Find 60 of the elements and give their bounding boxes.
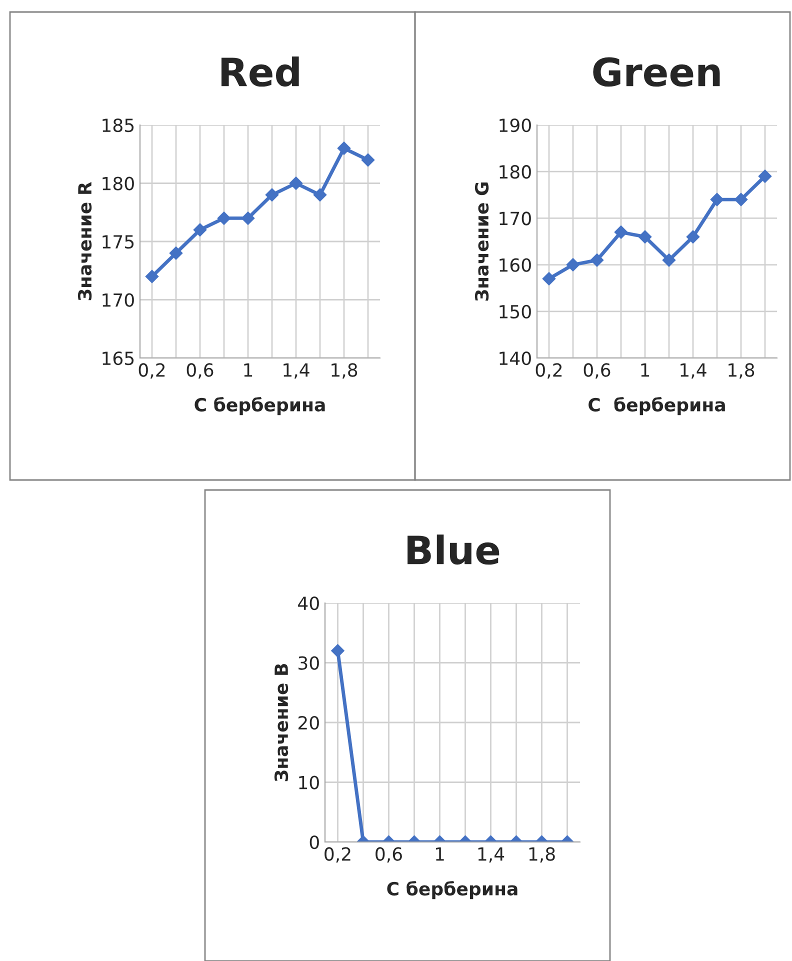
point <box>734 192 748 206</box>
y-tick-label: 170 <box>102 293 134 307</box>
point <box>361 153 375 167</box>
chart-title: Green <box>593 57 720 87</box>
chart-title: Red <box>221 56 299 87</box>
point <box>590 254 604 267</box>
y-tick-label: 190 <box>500 118 531 132</box>
y-tick-label: 170 <box>500 212 531 226</box>
y-tick-label: 150 <box>500 304 531 319</box>
y-tick-label: 20 <box>298 716 319 730</box>
point <box>169 246 183 260</box>
point <box>217 212 231 225</box>
y-tick-label: 185 <box>102 118 134 132</box>
y-tick-label: 30 <box>298 656 319 670</box>
x-tick-label: 0,2 <box>324 847 350 863</box>
point <box>710 192 724 206</box>
y-tick-label: 180 <box>500 165 531 179</box>
point <box>265 188 279 202</box>
y-tick-label: 180 <box>102 176 134 190</box>
x-tick-label: 1,4 <box>478 847 504 863</box>
y-axis-title: Значение R <box>78 182 92 300</box>
x-tick-label: 0,6 <box>186 363 214 379</box>
point <box>193 223 207 236</box>
x-axis-title: С берберина <box>194 397 325 416</box>
point <box>638 230 652 244</box>
point <box>614 226 628 239</box>
point <box>758 170 772 183</box>
y-tick-label: 165 <box>102 351 134 366</box>
chart-title: Blue <box>408 534 500 565</box>
x-tick-label: 1,8 <box>332 363 358 379</box>
y-tick-label: 40 <box>298 596 319 610</box>
y-tick-label: 160 <box>500 258 531 272</box>
y-tick-label: 0 <box>310 835 319 850</box>
x-tick-label: 1 <box>436 847 444 861</box>
x-tick-label: 0,2 <box>138 363 165 379</box>
x-tick-label: 0,2 <box>536 363 562 379</box>
y-tick-label: 140 <box>500 351 531 366</box>
x-tick-label: 1 <box>641 363 650 377</box>
point <box>542 272 556 286</box>
x-tick-label: 1 <box>244 363 252 377</box>
x-tick-label: 1,4 <box>680 363 706 379</box>
x-tick-label: 1,8 <box>529 847 555 863</box>
y-tick-label: 175 <box>102 235 134 249</box>
x-tick-label: 1,4 <box>284 363 310 379</box>
x-tick-label: 0,6 <box>584 363 610 379</box>
point <box>686 230 700 244</box>
x-axis-title: С берберина <box>387 881 518 900</box>
y-axis-title: Значение G <box>474 182 489 301</box>
point <box>662 254 676 267</box>
x-tick-label: 0,6 <box>376 847 402 863</box>
y-axis-title: Значение B <box>274 664 288 782</box>
point <box>566 258 580 272</box>
point <box>289 176 303 190</box>
x-axis-title: С берберина <box>588 397 725 416</box>
x-tick-label: 1,8 <box>728 363 754 379</box>
y-tick-label: 10 <box>299 776 319 790</box>
point <box>313 188 327 202</box>
point <box>241 212 255 225</box>
point <box>145 270 159 284</box>
point <box>337 142 351 155</box>
